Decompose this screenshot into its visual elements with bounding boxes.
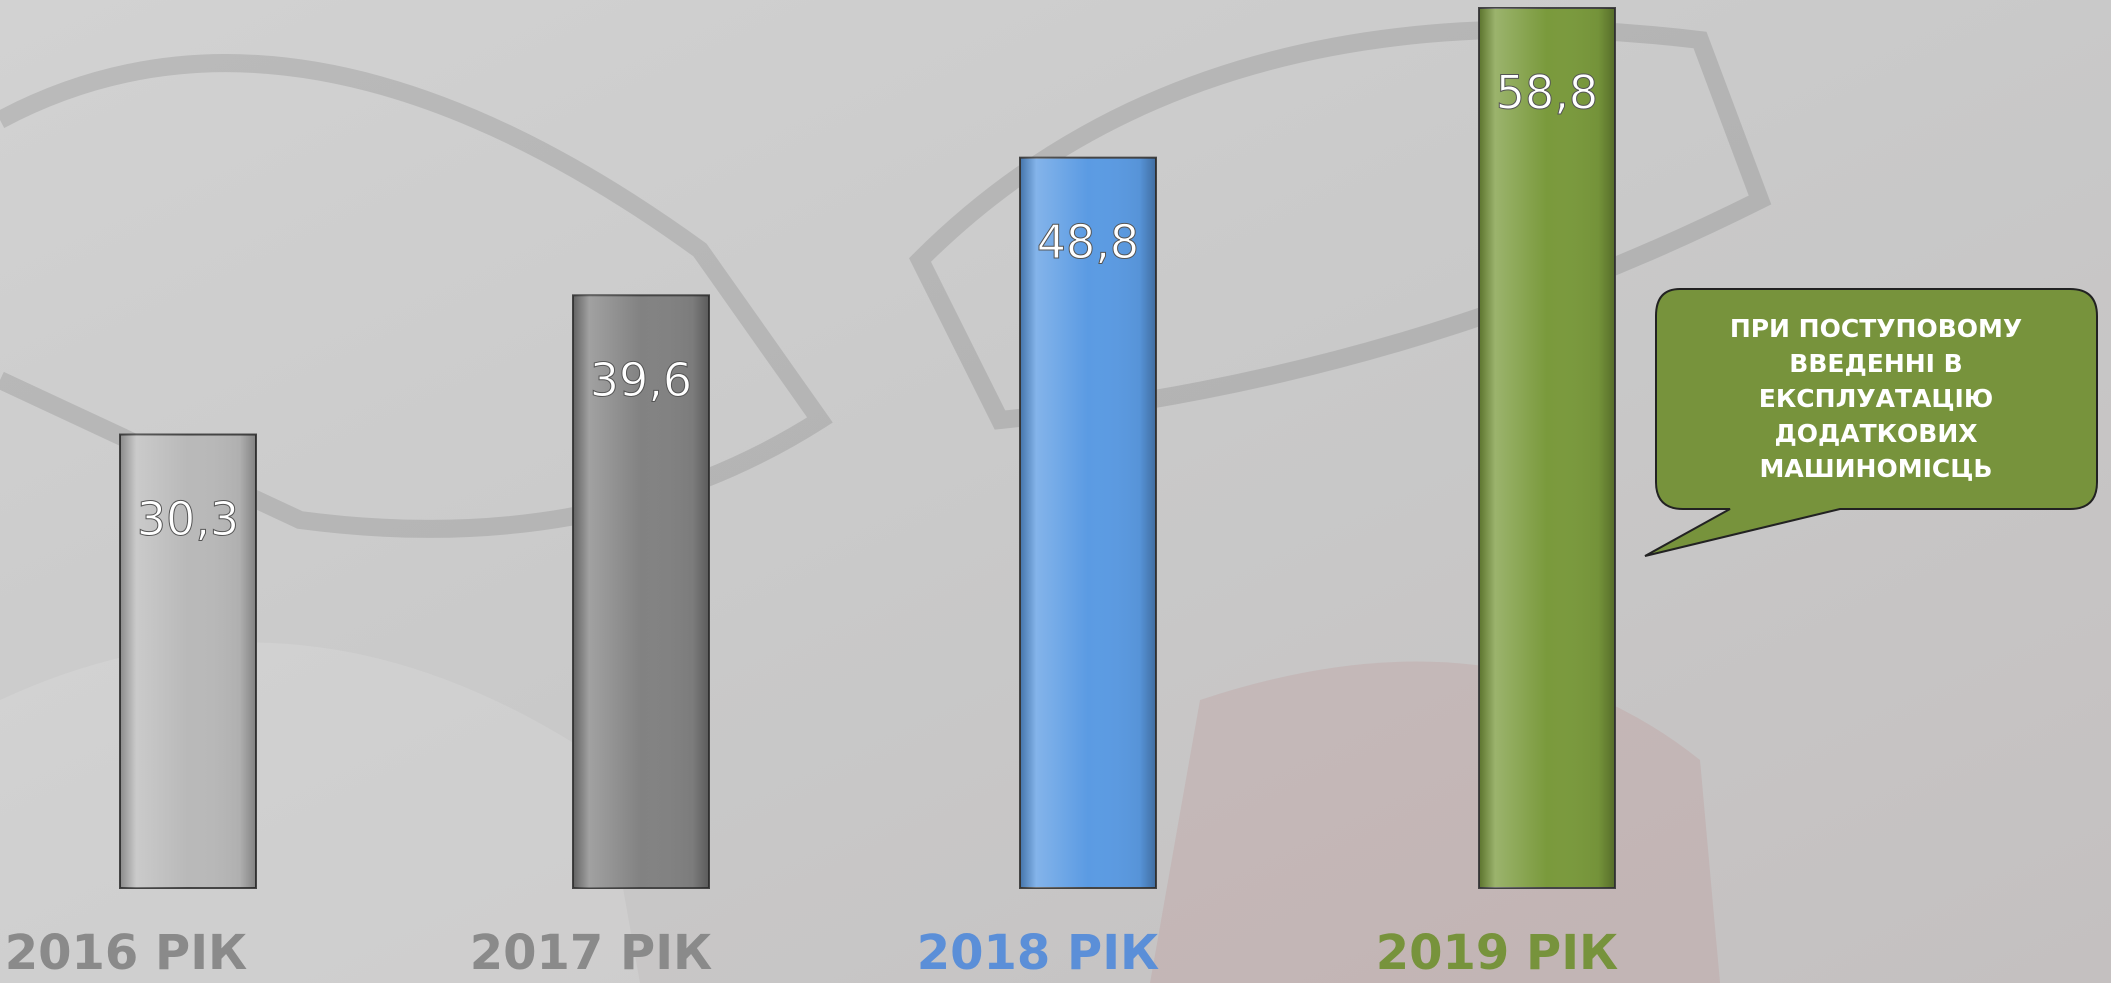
value-label: 39,6	[590, 353, 692, 407]
value-label: 58,8	[1496, 66, 1598, 120]
value-label: 48,8	[1037, 215, 1139, 269]
chart: 30,3 2016 РІК 39,6 2017 РІК 48,8 2018 РІК 58,8…	[0, 0, 2111, 983]
callout-text: ПРИ ПОСТУПОВОМУ	[1730, 314, 2022, 343]
value-label: 30,3	[137, 492, 239, 546]
x-tick-label: 2016 РІК	[5, 925, 248, 981]
callout-text: ВВЕДЕННІ В	[1789, 349, 1962, 378]
bar	[1479, 8, 1615, 888]
callout-text: ЕКСПЛУАТАЦІЮ	[1759, 384, 1993, 413]
page: 30,3 2016 РІК 39,6 2017 РІК 48,8 2018 РІК 58,8…	[0, 0, 2111, 983]
x-tick-label: 2018 РІК	[917, 925, 1160, 981]
x-tick-label: 2017 РІК	[470, 925, 713, 981]
callout-text: МАШИНОМІСЦЬ	[1760, 454, 1993, 483]
callout-text: ДОДАТКОВИХ	[1774, 419, 1977, 448]
x-tick-label: 2019 РІК	[1376, 925, 1619, 981]
